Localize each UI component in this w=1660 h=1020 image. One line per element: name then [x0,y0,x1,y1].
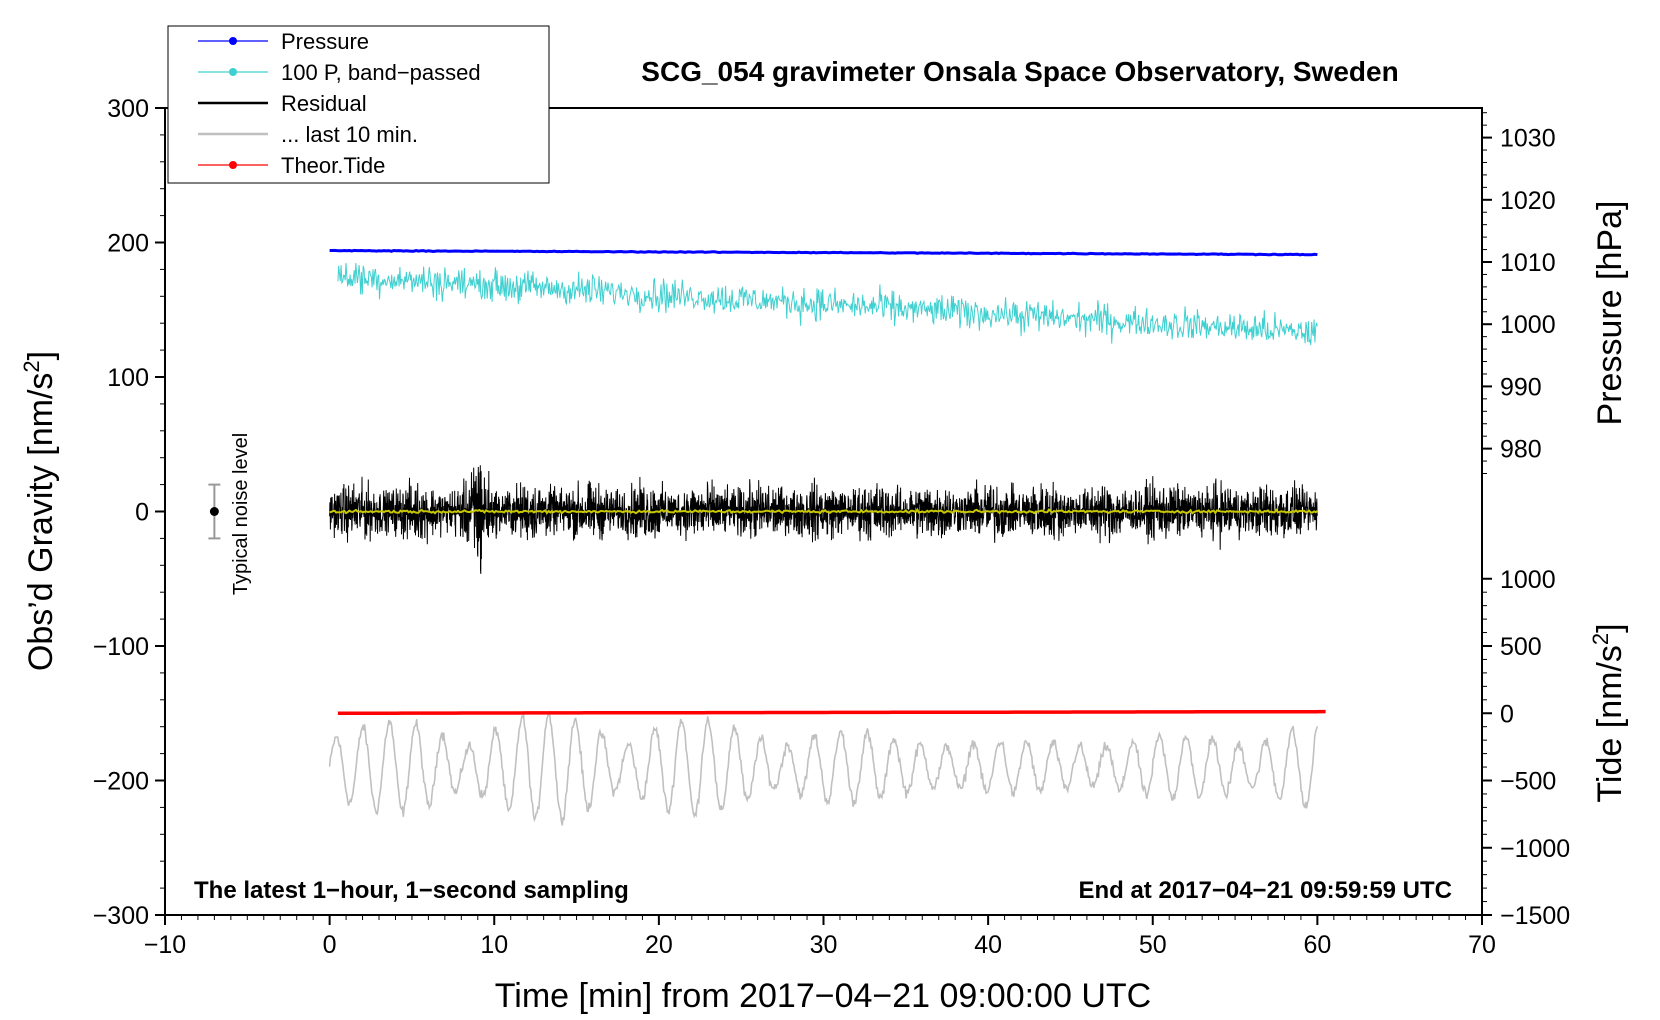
noise-indicator-label: Typical noise level [230,433,252,595]
tide-tick-label: 0 [1500,700,1514,728]
x-tick-label: −10 [144,931,186,959]
legend-label-1: 100 P, band−passed [281,60,481,85]
x-tick-label: 30 [810,931,838,959]
noise-center-dot [209,507,219,516]
y-axis-pressure-label: Pressure [hPa] [1591,201,1629,426]
y-axis-left-label: Obs’d Gravity [nm/s2] [19,351,60,671]
legend-label-0: Pressure [281,29,369,54]
series-residual [329,465,1318,574]
y-axis-tide-label-main: Tide [nm/s [1591,645,1629,802]
pressure-tick-label: 1010 [1500,249,1556,277]
legend-label-2: Residual [281,91,367,116]
legend-marker-4 [229,161,237,169]
x-tick-label: 40 [974,931,1002,959]
y-left-tick-label: −200 [93,768,149,796]
series-theoretical-tide [337,709,1326,716]
tide-tick-label: −500 [1500,768,1556,796]
y-axis-left-label-sup: 2 [19,360,44,372]
x-tick-label: 60 [1303,931,1331,959]
y-axis-left-label-main: Obs’d Gravity [nm/s [22,373,60,672]
x-tick-label: 20 [645,931,673,959]
y-left-tick-label: −300 [93,902,149,930]
tide-tick-label: −1500 [1500,902,1570,930]
series-residual-smoothed [329,507,1318,515]
series-last-10-min [328,710,1319,826]
legend-marker-0 [229,37,237,45]
legend-marker-1 [229,68,237,76]
noise-indicator [208,483,221,540]
tide-tick-label: 500 [1500,633,1542,661]
y-axis-tide-label-end: ] [1591,623,1629,632]
x-tick-label: 10 [480,931,508,959]
y-left-tick-label: −100 [93,633,149,661]
y-left-tick-label: 100 [107,364,149,392]
legend-label-3: ... last 10 min. [281,122,418,147]
y-left-tick-label: 200 [107,230,149,258]
tide-tick-label: −1000 [1500,835,1570,863]
series-pressure-band-passed [337,262,1318,346]
series-layer [328,248,1326,826]
pressure-tick-label: 990 [1500,373,1542,401]
annotation-end-time: End at 2017−04−21 09:59:59 UTC [1078,877,1452,904]
x-tick-label: 0 [323,931,337,959]
legend-box [167,25,550,184]
y-axis-tide-label: Tide [nm/s2] [1588,623,1629,802]
legend: Pressure 100 P, band−passed Residual ... la… [167,25,550,184]
x-tick-label: 50 [1139,931,1167,959]
ticks-layer: −10 0 10 20 30 40 50 60 703002001000−100−200−300… [93,95,1571,959]
y-left-tick-label: 300 [107,95,149,123]
tide-tick-label: 1000 [1500,566,1556,594]
series-pressure [329,248,1318,257]
pressure-tick-label: 1000 [1500,311,1556,339]
pressure-tick-label: 980 [1500,436,1542,464]
pressure-tick-label: 1020 [1500,187,1556,215]
legend-label-4: Theor.Tide [281,153,385,178]
y-axis-left-label-end: ] [22,351,60,360]
x-tick-label: 70 [1468,931,1496,959]
x-axis-label: Time [min] from 2017−04−21 09:00:00 UTC [495,977,1151,1015]
y-axis-tide-label-sup: 2 [1588,633,1613,645]
annotation-sampling: The latest 1−hour, 1−second sampling [194,877,629,904]
pressure-tick-label: 1030 [1500,125,1556,153]
y-left-tick-label: 0 [135,499,149,527]
chart-title: SCG_054 gravimeter Onsala Space Observat… [641,56,1398,87]
